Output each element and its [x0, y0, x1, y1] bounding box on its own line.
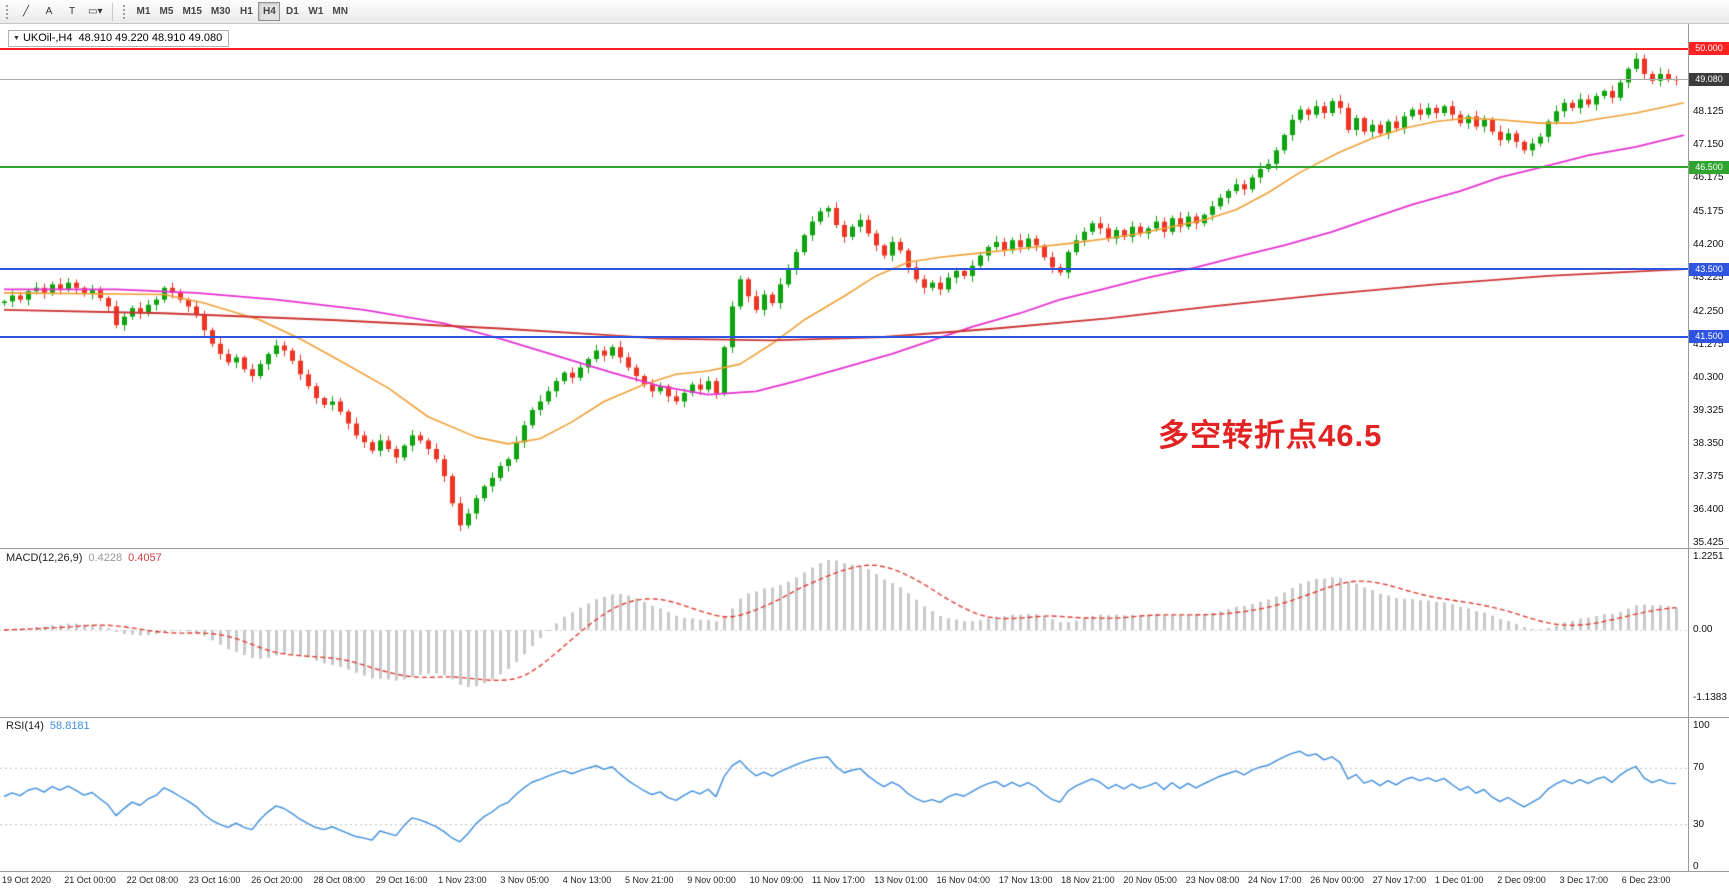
horizontal-level-line[interactable]: [0, 268, 1688, 271]
rsi-value: 58.8181: [49, 720, 90, 732]
timeframe-M5[interactable]: M5: [155, 2, 177, 21]
price-level-marker: 46.500: [1689, 160, 1729, 174]
time-axis-label: 23 Nov 08:00: [1185, 875, 1240, 885]
time-axis-label: 1 Dec 01:00: [1434, 875, 1484, 885]
time-axis-label: 26 Nov 00:00: [1310, 875, 1364, 885]
time-axis-label: 5 Nov 21:00: [625, 875, 674, 885]
price-scale-label: 39.325: [1693, 404, 1724, 416]
timeframe-MN[interactable]: MN: [328, 2, 352, 21]
horizontal-level-line[interactable]: [0, 79, 1688, 81]
price-level-marker: 43.500: [1689, 262, 1729, 276]
time-axis-label: 22 Oct 08:00: [126, 875, 179, 885]
pane-divider-time-axis: [0, 871, 1729, 872]
pane-divider-macd-rsi[interactable]: [0, 717, 1729, 718]
price-level-marker: 50.000: [1689, 42, 1729, 55]
time-axis-label: 9 Nov 00:00: [687, 875, 736, 885]
timeframe-M15[interactable]: M15: [178, 2, 205, 21]
rsi-scale-label: 70: [1693, 762, 1705, 774]
rsi-scale-label: 30: [1693, 818, 1705, 830]
chart-title[interactable]: ▼ UKOil-,H4 48.910 49.220 48.910 49.080: [8, 30, 230, 47]
price-scale-label: 38.350: [1693, 437, 1724, 449]
time-axis-label: 3 Dec 17:00: [1559, 875, 1609, 885]
time-axis-label: 29 Oct 16:00: [375, 875, 428, 885]
price-scale-label: 35.425: [1693, 537, 1724, 549]
time-axis-label: 11 Nov 17:00: [811, 875, 865, 885]
price-scale-label: 41.275: [1693, 338, 1724, 350]
time-axis-label: 16 Nov 04:00: [936, 875, 991, 885]
rsi-scale-label: 0: [1693, 861, 1699, 872]
time-axis-label: 6 Dec 23:00: [1621, 875, 1671, 885]
trendline-tool-button[interactable]: ╱: [15, 2, 37, 21]
title-collapse-icon[interactable]: ▼: [13, 35, 20, 42]
horizontal-level-line[interactable]: [0, 47, 1688, 50]
price-scale-label: 36.400: [1693, 504, 1724, 516]
timeframes-toolbar: M1 M5 M15 M30 H1 H4 D1 W1 MN: [132, 0, 351, 23]
price-scale-label: 47.150: [1693, 139, 1724, 151]
price-scale-label: 37.375: [1693, 470, 1724, 482]
time-axis-label: 24 Nov 17:00: [1248, 875, 1302, 885]
macd-scale-label: -1.1383: [1693, 691, 1727, 703]
time-axis-label: 2 Dec 09:00: [1497, 875, 1546, 885]
chart-symbol-period: UKOil-,H4: [22, 32, 73, 44]
time-axis-label: 17 Nov 13:00: [998, 875, 1053, 885]
line-studies-toolbar: ╱ A T ▭▾: [15, 0, 106, 23]
chart-ohlc-values: 48.910 49.220 48.910 49.080: [78, 32, 223, 44]
time-axis-label: 28 Oct 08:00: [313, 875, 366, 885]
timeframe-H1[interactable]: H1: [235, 2, 257, 21]
rsi-name: RSI(14): [6, 720, 44, 732]
timeframe-M30[interactable]: M30: [207, 2, 234, 21]
text-tool-button[interactable]: T: [61, 2, 83, 21]
time-axis-label: 27 Nov 17:00: [1372, 875, 1427, 885]
macd-label: MACD(12,26,9) 0.4228 0.4057: [6, 552, 162, 564]
shapes-tool-button[interactable]: ▭▾: [84, 2, 106, 21]
price-scale-label: 46.175: [1693, 172, 1724, 184]
pane-divider-main-macd[interactable]: [0, 548, 1729, 549]
time-axis-label: 10 Nov 09:00: [749, 875, 804, 885]
timeframe-M1[interactable]: M1: [132, 2, 154, 21]
timeframe-W1[interactable]: W1: [304, 2, 327, 21]
timeframe-D1[interactable]: D1: [281, 2, 303, 21]
time-axis-label: 26 Oct 20:00: [251, 875, 303, 885]
time-axis-label: 21 Oct 00:00: [64, 875, 116, 885]
toolbar: ╱ A T ▭▾ M1 M5 M15 M30 H1 H4 D1 W1 MN: [0, 0, 1729, 24]
time-axis-label: 4 Nov 13:00: [562, 875, 612, 885]
time-axis-label: 23 Oct 16:00: [188, 875, 241, 885]
macd-signal-value: 0.4057: [128, 552, 162, 564]
macd-main-value: 0.4228: [88, 552, 123, 564]
time-axis-label: 18 Nov 21:00: [1061, 875, 1115, 885]
toolbar-grip-2[interactable]: [122, 3, 128, 20]
price-scale-label: 48.125: [1693, 106, 1724, 118]
price-level-marker: 41.500: [1689, 330, 1729, 344]
price-scale-label: 45.175: [1693, 206, 1724, 218]
macd-scale-label: 0.00: [1693, 624, 1713, 635]
toolbar-grip[interactable]: [5, 3, 10, 20]
price-level-marker: 49.080: [1689, 73, 1729, 87]
chart-annotation[interactable]: 多空转折点46.5: [1158, 418, 1383, 453]
macd-scale-label: 1.2251: [1693, 551, 1724, 563]
price-scale-label: 44.200: [1693, 239, 1724, 251]
toolbar-separator: [112, 2, 114, 21]
rsi-label: RSI(14) 58.8181: [6, 720, 90, 732]
price-scale-label: 40.300: [1693, 371, 1724, 383]
price-scale-label: 43.225: [1693, 272, 1724, 284]
text-label-tool-button[interactable]: A: [38, 2, 60, 21]
time-axis-label: 13 Nov 01:00: [874, 875, 928, 885]
price-scale-label: 42.250: [1693, 305, 1724, 317]
horizontal-level-line[interactable]: [0, 166, 1688, 169]
timeframe-H4[interactable]: H4: [258, 2, 281, 21]
time-axis-label: 3 Nov 05:00: [500, 875, 549, 885]
macd-name: MACD(12,26,9): [6, 552, 83, 564]
time-axis-label: 19 Oct 2020: [2, 875, 52, 885]
horizontal-level-line[interactable]: [0, 335, 1688, 338]
rsi-scale-label: 100: [1693, 720, 1710, 731]
price-scale-separator[interactable]: [1688, 24, 1689, 871]
time-axis-label: 1 Nov 23:00: [438, 875, 487, 885]
time-axis-label: 20 Nov 05:00: [1123, 875, 1177, 885]
